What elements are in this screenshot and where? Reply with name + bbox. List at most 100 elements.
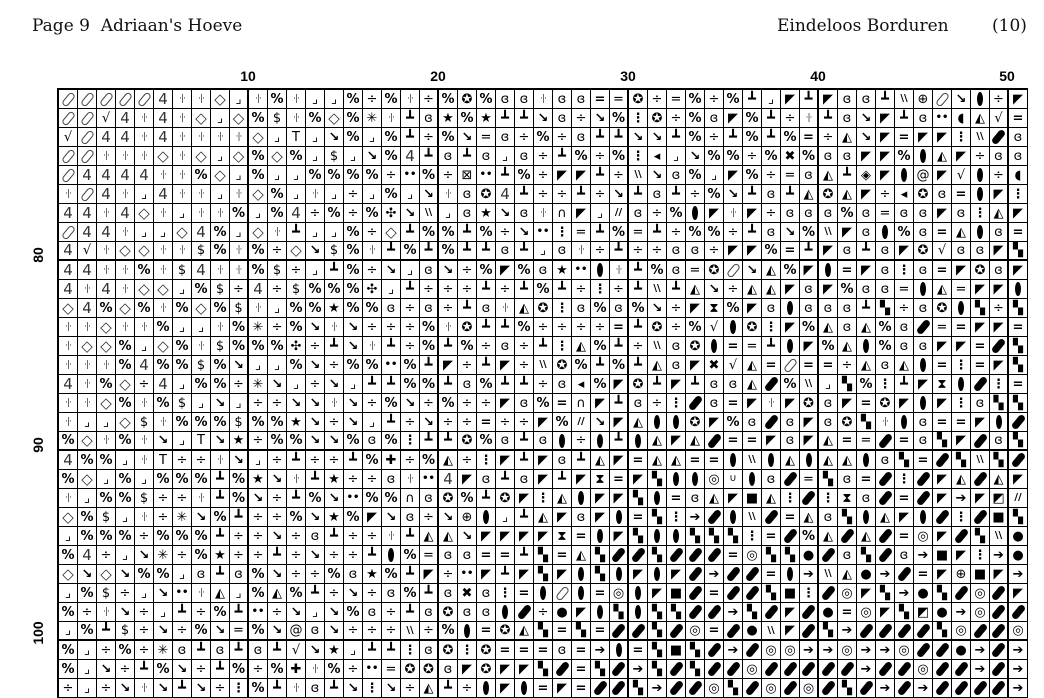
- diamond-outline-icon: ◇: [138, 204, 150, 222]
- grid-cell: ɞ: [306, 679, 325, 698]
- divide-icon: ÷: [138, 528, 150, 544]
- filled-pill-icon: [915, 489, 931, 507]
- grid-cell: ••: [401, 166, 420, 185]
- corner-triangle-icon: ◤: [937, 471, 947, 487]
- percent-icon: %: [365, 490, 379, 506]
- grid-cell: ɞ: [553, 451, 572, 470]
- dot-bar-dot-icon: ·|·: [65, 321, 72, 332]
- grid-cell: ɞ: [857, 204, 876, 223]
- triple-slash-icon: \\: [748, 454, 756, 465]
- grid-cell: ·|·: [363, 337, 382, 356]
- diagonal-ball-icon: ↘: [347, 319, 359, 335]
- dot-bar-dot-icon: ·|·: [445, 321, 452, 332]
- percent-icon: %: [365, 167, 379, 183]
- triple-slash-icon: \\: [653, 340, 661, 351]
- grid-cell: ◩: [914, 603, 933, 622]
- grid-cell: =: [629, 641, 648, 660]
- grid-cell: =: [895, 527, 914, 546]
- grid-cell: ◤: [876, 603, 895, 622]
- inverted-tee-icon: ┻: [520, 452, 528, 468]
- corner-triangle-icon: ◤: [576, 167, 586, 183]
- grid-cell: ➔: [876, 641, 895, 660]
- grid-cell: %: [59, 603, 78, 622]
- grid-cell: ◤: [819, 280, 838, 299]
- grid-cell: ɞ: [705, 394, 724, 413]
- corner-triangle-icon: ◤: [823, 91, 833, 107]
- grid-cell: ÷: [325, 356, 344, 375]
- grid-cell: %: [344, 223, 363, 242]
- grid-cell: ◤: [610, 375, 629, 394]
- grid-cell: %: [154, 527, 173, 546]
- grid-cell: ÷: [838, 356, 857, 375]
- grid-cell: ◤: [534, 451, 553, 470]
- divide-icon: ÷: [271, 604, 283, 620]
- divide-icon: ÷: [670, 224, 682, 240]
- grid-cell: ·|·: [306, 185, 325, 204]
- percent-icon: %: [346, 509, 360, 525]
- grid-cell: [743, 470, 762, 489]
- quadrant-square-icon: ▚: [842, 509, 852, 525]
- filled-triangle-outline-icon: ◭: [823, 319, 833, 335]
- grid-cell: ⌟: [116, 451, 135, 470]
- diagonal-ball-icon: ↘: [328, 490, 340, 506]
- grid-cell: ✪: [819, 185, 838, 204]
- grid-cell: ɞ: [439, 147, 458, 166]
- grid-cell: =: [876, 204, 895, 223]
- percent-icon: %: [707, 186, 721, 202]
- grid-cell: ÷: [610, 280, 629, 299]
- grid-cell: ⌟: [249, 204, 268, 223]
- spiral-icon: ɞ: [766, 224, 776, 240]
- grid-cell: $: [97, 584, 116, 603]
- pattern-row: ⌟% $ ÷ ⌟ ↘ •• ·|· ◭ ⌟% ◭% ┻ ÷ ↘ ÷ ɞ% ┻ ɞ ✖ ɞ ⋮ = = ◎ ◤ ■ = ▚ ■ ⋮ ◎ ◤ ▚ ➔…: [59, 584, 1028, 603]
- grid-cell: ◤: [477, 565, 496, 584]
- grid-cell: ┻: [420, 432, 439, 451]
- dot-bar-dot-icon: ·|·: [217, 207, 224, 218]
- inverted-tee-icon: ┻: [596, 129, 604, 145]
- dot-bar-dot-icon: ·|·: [103, 606, 110, 617]
- grid-cell: ⋮: [667, 394, 686, 413]
- bold-equals-icon: =: [632, 509, 644, 525]
- bold-equals-icon: =: [803, 357, 814, 373]
- vertical-dots-icon: ⋮: [232, 680, 245, 696]
- grid-cell: ◇: [249, 185, 268, 204]
- spiral-icon: ɞ: [443, 585, 453, 601]
- circled-star-icon: ✪: [499, 623, 511, 638]
- divide-icon: ÷: [81, 604, 93, 620]
- dollar-icon: $: [177, 395, 187, 411]
- corner-triangle-icon: ◤: [993, 319, 1004, 335]
- corner-dot-icon: ⌟: [501, 509, 509, 525]
- grid-cell: ••: [363, 660, 382, 679]
- grid-cell: [819, 261, 838, 280]
- corner-dot-icon: ⌟: [311, 262, 319, 278]
- grid-cell: =: [857, 470, 876, 489]
- grid-cell: ┻: [629, 318, 648, 337]
- percent-icon: %: [251, 566, 265, 582]
- filled-triangle-outline-icon: ◭: [443, 528, 453, 544]
- four-icon: 4: [63, 451, 73, 469]
- grid-cell: ÷: [401, 337, 420, 356]
- spiral-icon: ɞ: [481, 604, 491, 620]
- spiral-icon: ɞ: [842, 300, 852, 316]
- pattern-row: 4 4 ·|· 4 ◇ ·|· ⌟ ·|· ·|·% ⌟% 4 ÷% ÷% ✣ ↘ \\ ⌟ ɞ ★ ↘ ɞ ·|· ∩ ◤ ⌟…: [59, 204, 1028, 223]
- spiral-icon: ɞ: [994, 224, 1003, 240]
- grid-cell: $: [325, 242, 344, 261]
- grid-cell: ɞ: [781, 204, 800, 223]
- grid-cell: [477, 679, 496, 698]
- corner-triangle-icon: ◤: [633, 471, 643, 487]
- divide-icon: ÷: [347, 528, 359, 544]
- dot-bar-dot-icon: ·|·: [369, 245, 376, 255]
- grid-cell: ▚: [933, 584, 952, 603]
- inverted-tee-icon: ┻: [482, 490, 490, 506]
- inverted-tee-icon: ┻: [482, 319, 490, 335]
- inverted-tee-icon: ┻: [273, 547, 281, 563]
- bold-equals-icon: =: [898, 490, 910, 506]
- filled-ellipse-icon: [673, 529, 679, 543]
- grid-cell: =: [667, 489, 686, 508]
- grid-cell: ⧗: [553, 527, 572, 546]
- hexagon-icon: ●: [822, 604, 834, 620]
- corner-dot-icon: ⌟: [311, 224, 319, 240]
- spiral-icon: ɞ: [462, 604, 472, 620]
- four-icon: 4: [82, 223, 92, 241]
- grid-cell: ⋮: [762, 318, 781, 337]
- corner-triangle-icon: ◤: [803, 414, 814, 430]
